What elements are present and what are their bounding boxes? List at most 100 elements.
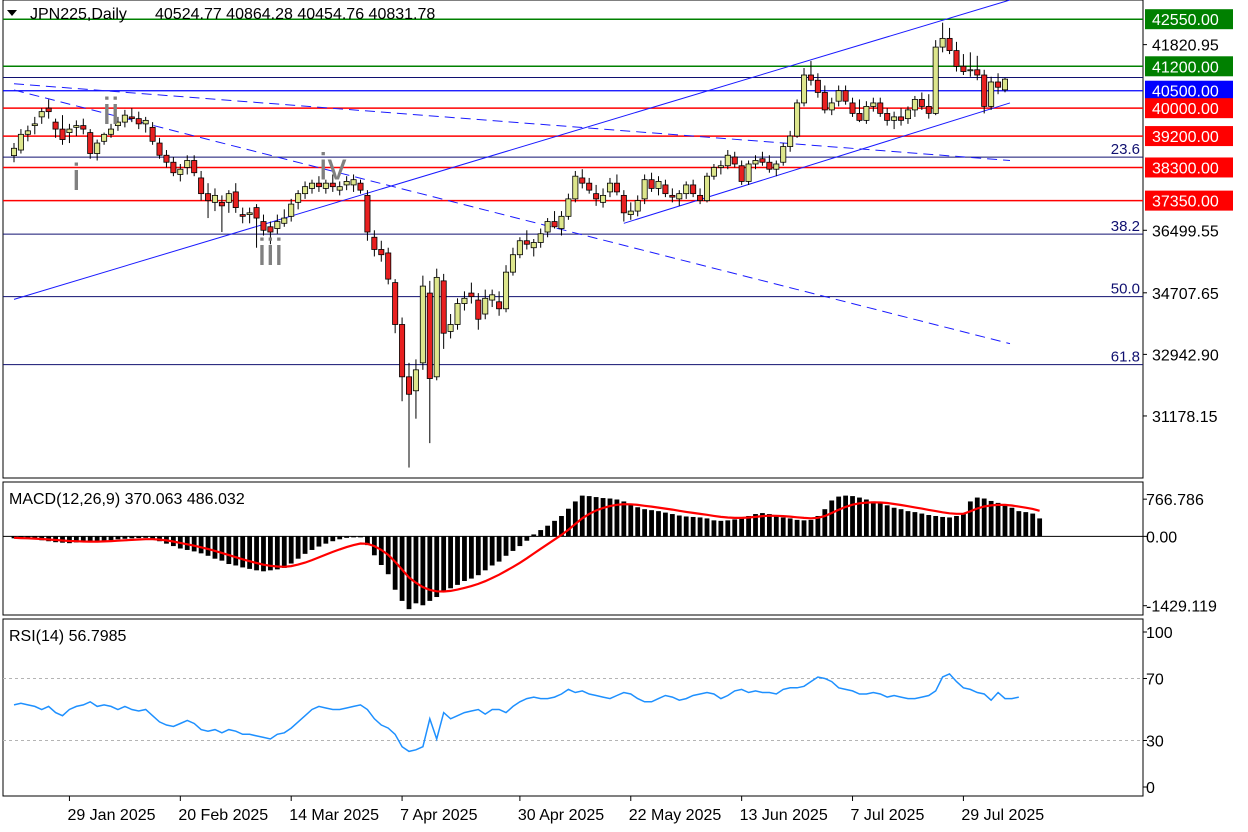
candle-body [891,116,898,121]
macd-bar [995,502,1001,537]
macd-bar [822,509,828,537]
candle [551,211,558,229]
macd-bar [559,515,564,537]
macd-bar [947,517,952,537]
candle [898,108,905,126]
candle [267,221,274,245]
candle [537,228,544,248]
candle [738,160,745,185]
level-tag-bg [1145,56,1233,77]
macd-bar [683,516,689,537]
price-tick-label: 41820.95 [1152,38,1219,55]
candle [988,76,995,110]
price-panel[interactable] [2,0,1144,479]
macd-tick-label: 766.786 [1146,492,1204,509]
candle-body [932,46,939,114]
candle-body [503,271,510,310]
candle-body [953,50,960,67]
candle-body [1001,78,1008,91]
candle [558,211,565,236]
candle-body [780,146,787,163]
macd-bar [233,536,239,566]
candle [745,160,752,185]
candle-body [308,182,315,189]
macd-bar [586,496,592,537]
fib-label-38.2: 38.2 [1111,218,1140,235]
candle [170,157,177,177]
price-axis: 41820.95 36499.55 34707.65 32942.90 31178.15 [1143,38,1219,426]
candle-body [295,193,302,203]
macd-bar [191,536,197,552]
level-tag-bg [1145,190,1233,211]
candle-body [724,154,731,167]
macd-bar [295,536,301,559]
rsi-panel[interactable] [2,618,1144,797]
symbol-dropdown-icon[interactable] [7,10,17,16]
candle [509,247,516,276]
candle-body [142,119,149,125]
candle-body [468,292,475,297]
macd-bar [538,530,544,537]
candle [690,179,697,198]
candle-body [828,102,835,111]
macd-bar [912,512,918,537]
macd-bar [455,536,460,585]
candle [52,118,59,138]
candle [461,291,468,311]
candle-body [108,128,115,135]
rsi-line [13,672,1019,753]
candle [752,155,759,170]
macd-bar [787,518,793,537]
candle [281,209,288,227]
macd-bar [739,517,745,537]
candle [246,207,253,224]
candle [378,240,385,262]
candle-body [586,182,593,191]
level-tag-label: 40500.00 [1152,84,1219,101]
candle-body [94,142,101,154]
macd-bar [420,536,426,606]
candle-body [343,181,350,186]
candle-body [683,184,690,195]
candle [184,155,191,175]
candle [579,169,586,189]
candle-body [225,193,232,203]
candle [329,174,336,192]
candle [343,176,350,191]
candle [523,230,530,250]
candle-body [170,161,177,174]
macd-bar [566,508,571,537]
candle [322,179,329,194]
candle-body [807,74,814,81]
candle-body [87,132,94,154]
candle [704,172,711,203]
candle-body [738,165,745,182]
candle [211,188,218,212]
candle-body [489,294,496,301]
candle-body [177,168,184,175]
macd-bar [254,536,259,571]
macd-bar [621,501,627,537]
fibonacci-labels: 23.6 38.2 50.0 61.8 [1111,141,1140,365]
candle-body [752,160,759,165]
macd-bar [358,536,363,538]
candle-body [710,167,717,177]
macd-bar [857,497,862,537]
candle-body [745,163,752,182]
time-tick-label: 29 Jul 2025 [961,807,1044,824]
candle [960,54,967,76]
candle-body [898,116,905,121]
candle [149,122,156,145]
candle-body [925,106,932,114]
candle-body [669,194,676,198]
candle [1001,78,1008,93]
candle-body [995,81,1002,88]
candle [828,97,835,116]
macd-bar [933,515,939,537]
candle [904,106,911,124]
candle-body [406,376,413,395]
candle-body [121,114,128,123]
candle [856,99,863,123]
candle [357,179,364,194]
